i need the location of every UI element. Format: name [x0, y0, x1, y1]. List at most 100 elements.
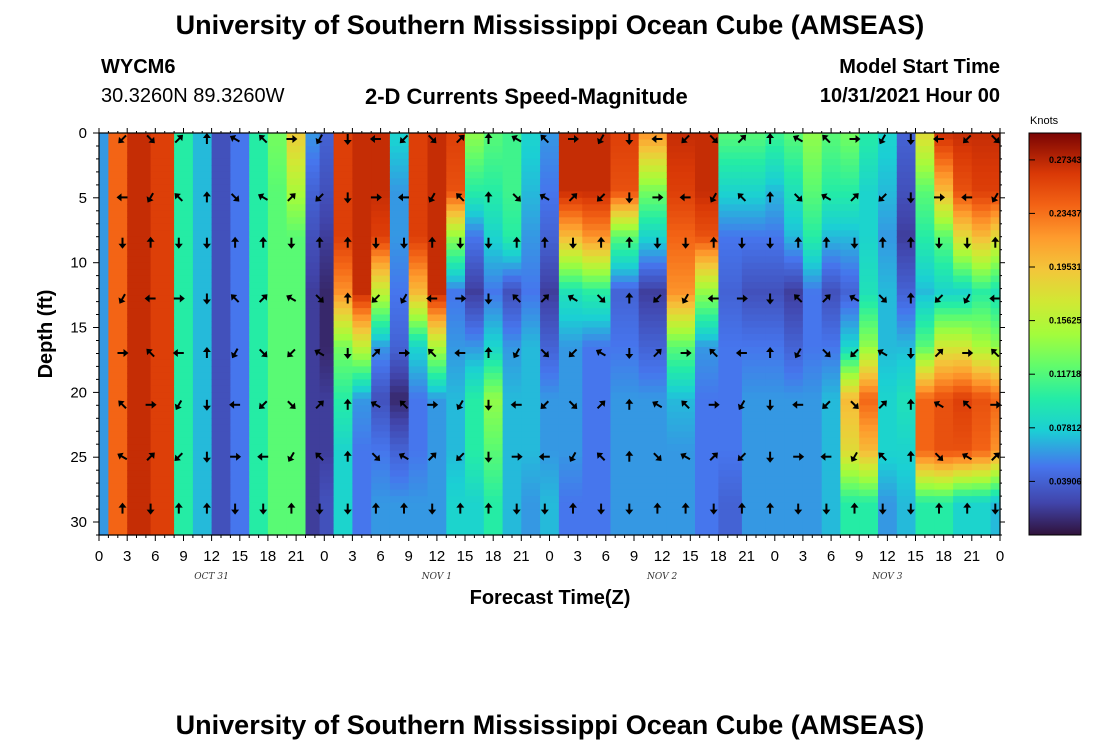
heat-cell	[305, 288, 321, 296]
heat-cell	[521, 457, 541, 465]
heat-cell	[389, 282, 410, 290]
heat-cell	[446, 204, 466, 212]
heat-cell	[465, 204, 485, 212]
heat-cell	[610, 158, 640, 166]
heat-cell	[427, 230, 447, 238]
heat-cell	[540, 353, 560, 361]
heat-cell	[718, 217, 743, 225]
heat-cell	[483, 275, 504, 283]
heat-cell	[934, 223, 954, 231]
heat-cell	[915, 496, 935, 504]
heat-cell	[878, 314, 898, 322]
current-arrow	[653, 452, 662, 461]
heat-cell	[990, 528, 1001, 536]
heat-cell	[192, 256, 213, 264]
heat-cell	[502, 334, 522, 342]
heat-column	[521, 133, 541, 536]
current-arrow-head	[655, 348, 662, 356]
heat-cell	[192, 191, 213, 199]
heat-cell	[878, 197, 898, 205]
heat-cell	[319, 366, 335, 374]
heat-cell	[821, 431, 842, 439]
heat-cell	[859, 139, 879, 147]
heat-cell	[192, 327, 213, 335]
heat-cell	[446, 301, 466, 309]
heat-cell	[558, 444, 583, 452]
heat-cell	[971, 392, 992, 400]
heat-cell	[427, 366, 447, 374]
heat-cell	[821, 483, 842, 491]
heat-cell	[878, 379, 898, 387]
heat-cell	[821, 308, 842, 316]
heat-cell	[483, 158, 504, 166]
heat-cell	[934, 334, 954, 342]
heat-cell	[802, 236, 823, 244]
heat-cell	[802, 405, 823, 413]
current-arrow	[625, 348, 634, 359]
heat-cell	[483, 463, 504, 471]
heat-cell	[765, 295, 785, 303]
heat-cell	[249, 146, 269, 154]
heat-cell	[174, 483, 194, 491]
heat-cell	[352, 223, 372, 231]
heat-cell	[610, 171, 640, 179]
heat-cell	[99, 301, 109, 309]
heat-cell	[211, 269, 231, 277]
heat-cell	[821, 457, 842, 465]
heat-cell	[249, 204, 269, 212]
heat-cell	[99, 359, 109, 367]
heat-cell	[521, 197, 541, 205]
heat-cell	[784, 476, 804, 484]
heat-cell	[108, 171, 128, 179]
heat-cell	[610, 353, 640, 361]
heat-cell	[859, 327, 879, 335]
heat-cell	[741, 509, 766, 517]
heat-column	[192, 133, 213, 536]
heat-cell	[896, 450, 917, 458]
current-arrow-head	[625, 509, 634, 515]
current-arrow-head	[996, 400, 1002, 409]
heat-cell	[267, 158, 288, 166]
heat-cell	[192, 385, 213, 393]
heat-cell	[990, 321, 1001, 329]
heat-cell	[878, 509, 898, 517]
heat-cell	[695, 158, 720, 166]
heat-cell	[389, 262, 410, 270]
heat-cell	[99, 411, 109, 419]
heat-cell	[765, 282, 785, 290]
heat-cell	[718, 262, 743, 270]
heat-cell	[99, 184, 109, 192]
heat-cell	[558, 353, 583, 361]
heat-cell	[389, 444, 410, 452]
heat-cell	[638, 327, 668, 335]
heat-cell	[99, 509, 109, 517]
heat-cell	[666, 243, 696, 251]
heat-cell	[990, 288, 1001, 296]
heat-cell	[502, 321, 522, 329]
heat-cell	[333, 288, 353, 296]
heat-cell	[990, 217, 1001, 225]
heat-cell	[610, 515, 640, 523]
heat-cell	[408, 489, 429, 497]
current-arrow-head	[343, 354, 352, 359]
heat-cell	[784, 437, 804, 445]
x-axis-label: Forecast Time(Z)	[470, 587, 631, 609]
heat-cell	[582, 178, 612, 186]
heat-cell	[821, 392, 842, 400]
heat-cell	[502, 405, 522, 413]
heat-cell	[319, 470, 335, 478]
heat-cell	[267, 314, 288, 322]
current-arrow-head	[933, 135, 938, 143]
x-tick-label: 9	[179, 548, 187, 565]
heat-cell	[540, 509, 560, 517]
heat-cell	[666, 197, 696, 205]
current-arrow	[906, 292, 915, 304]
heat-cell	[718, 496, 743, 504]
heat-cell	[859, 476, 879, 484]
heat-cell	[934, 463, 954, 471]
heat-cell	[695, 133, 720, 141]
heat-cell	[990, 165, 1001, 173]
heat-cell	[802, 437, 823, 445]
current-arrow-head	[484, 243, 493, 249]
heat-cell	[896, 385, 917, 393]
